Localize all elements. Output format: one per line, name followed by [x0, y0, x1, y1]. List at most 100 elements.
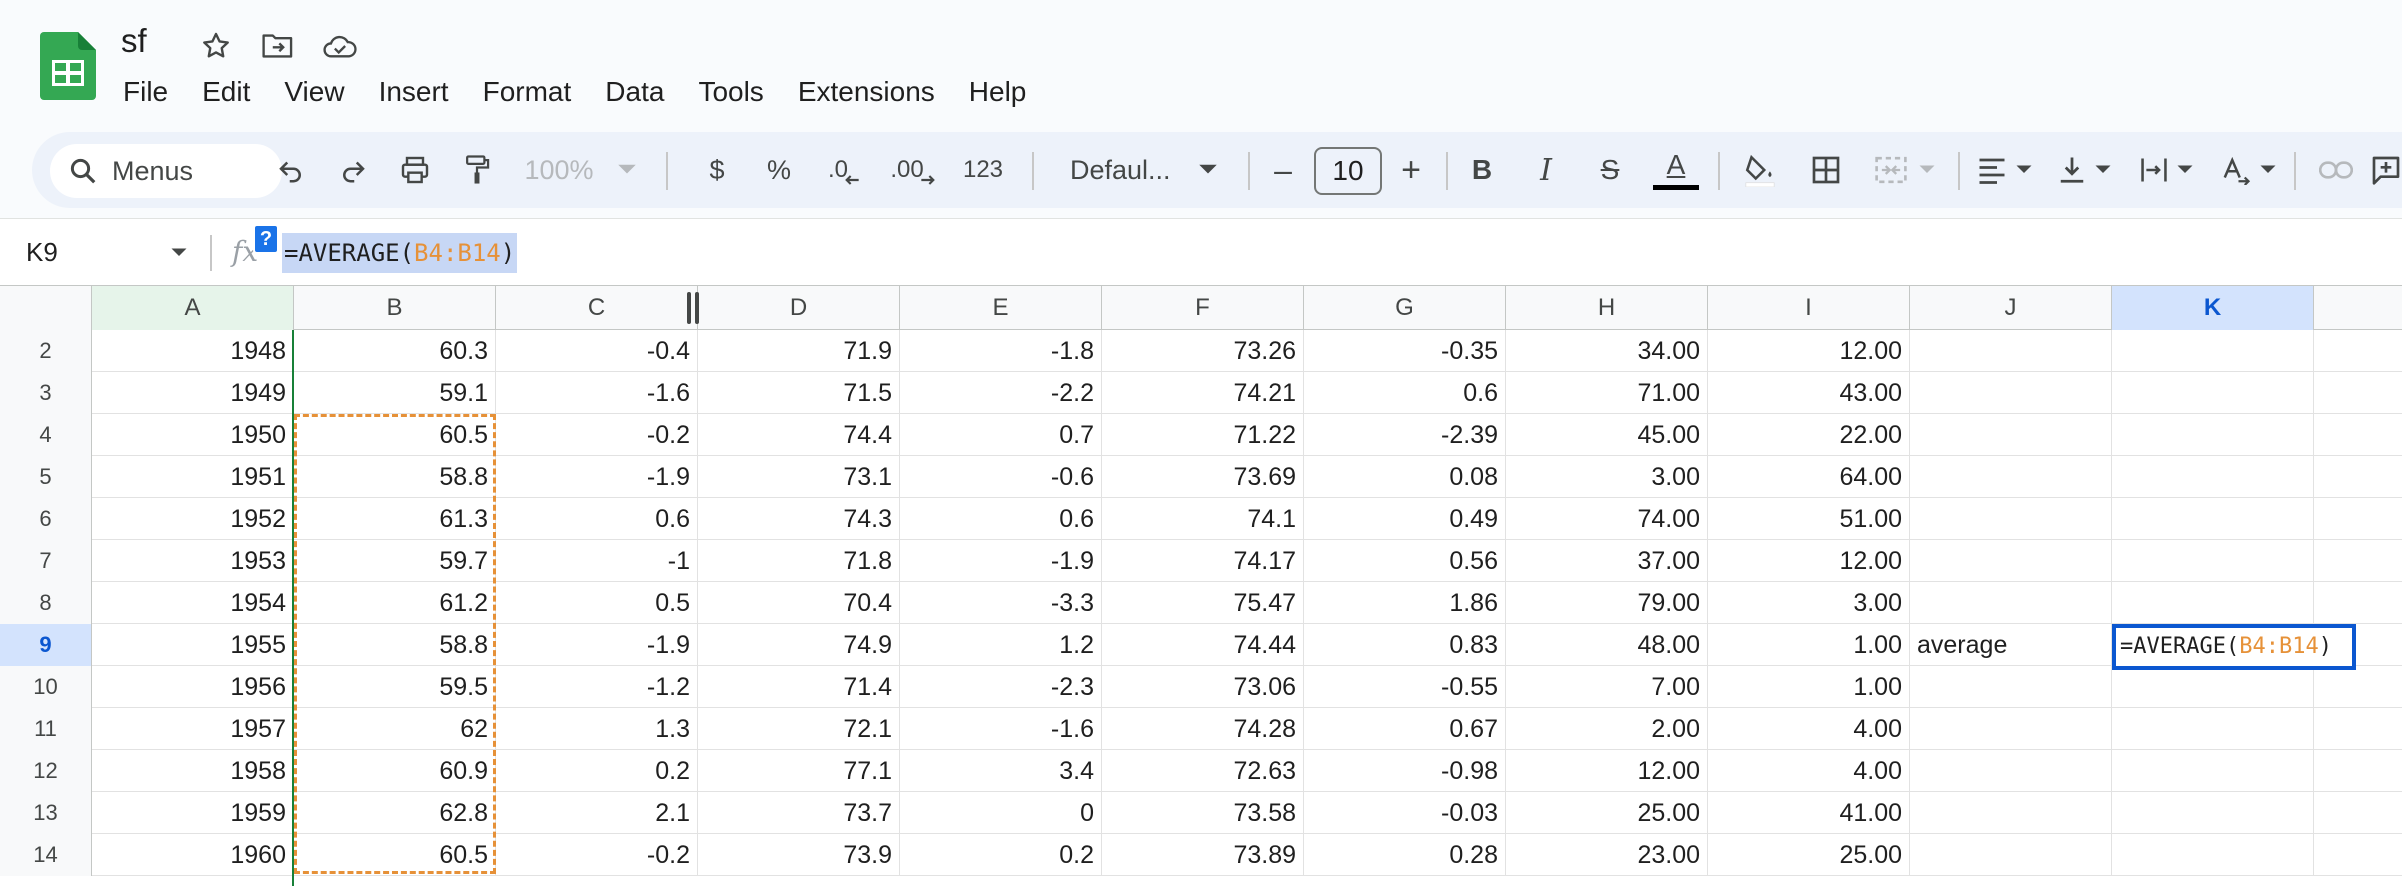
row-header-4[interactable]: 4	[0, 414, 92, 456]
select-all-corner[interactable]	[0, 286, 92, 330]
cell-b3[interactable]: 59.1	[294, 372, 496, 414]
cell-g13[interactable]: -0.03	[1304, 792, 1506, 834]
row-header-2[interactable]: 2	[0, 330, 92, 372]
cell-d11[interactable]: 72.1	[698, 708, 900, 750]
cell-c8[interactable]: 0.5	[496, 582, 698, 624]
cell-d12[interactable]: 77.1	[698, 750, 900, 792]
cell-editor-text[interactable]: =AVERAGE(B4:B14)	[2116, 628, 2352, 666]
cell-j13[interactable]	[1910, 792, 2112, 834]
menu-help[interactable]: Help	[968, 76, 1027, 107]
cell-d7[interactable]: 71.8	[698, 540, 900, 582]
menu-file[interactable]: File	[123, 76, 169, 107]
cell-b9[interactable]: 58.8	[294, 624, 496, 666]
cell-g2[interactable]: -0.35	[1304, 330, 1506, 372]
cell-c13[interactable]: 2.1	[496, 792, 698, 834]
cell-j11[interactable]	[1910, 708, 2112, 750]
font-family-select[interactable]: Defaul...	[1042, 132, 1232, 208]
cell-b2[interactable]: 60.3	[294, 330, 496, 372]
column-header-overflow[interactable]	[2314, 286, 2402, 330]
cell-i14[interactable]: 25.00	[1708, 834, 1910, 876]
row-header-3[interactable]: 3	[0, 372, 92, 414]
cell-k8[interactable]	[2112, 582, 2314, 624]
cell-h7[interactable]: 37.00	[1506, 540, 1708, 582]
borders-button[interactable]	[1798, 132, 1854, 208]
menu-tools[interactable]: Tools	[698, 76, 764, 107]
column-header-i[interactable]: I	[1708, 286, 1910, 330]
cell-c2[interactable]: -0.4	[496, 330, 698, 372]
cell-f9[interactable]: 74.44	[1102, 624, 1304, 666]
text-rotation-button[interactable]	[2212, 132, 2286, 208]
cell-a13[interactable]: 1959	[92, 792, 294, 834]
sheets-logo-icon[interactable]	[40, 32, 96, 100]
cell-k3[interactable]	[2112, 372, 2314, 414]
menu-format[interactable]: Format	[482, 76, 572, 107]
row-header-14[interactable]: 14	[0, 834, 92, 876]
menu-extensions[interactable]: Extensions	[797, 76, 935, 107]
cell-c11[interactable]: 1.3	[496, 708, 698, 750]
cell-e2[interactable]: -1.8	[900, 330, 1102, 372]
column-resize-handle[interactable]	[686, 290, 700, 326]
zoom-select[interactable]: 100%	[516, 132, 646, 208]
cell-j9[interactable]: average	[1910, 624, 2112, 666]
cell-j10[interactable]	[1910, 666, 2112, 708]
row-header-7[interactable]: 7	[0, 540, 92, 582]
cell-h6[interactable]: 74.00	[1506, 498, 1708, 540]
cell-d10[interactable]: 71.4	[698, 666, 900, 708]
row-header-12[interactable]: 12	[0, 750, 92, 792]
menu-edit[interactable]: Edit	[202, 76, 251, 107]
cell-c14[interactable]: -0.2	[496, 834, 698, 876]
cloud-saved-icon[interactable]	[320, 26, 360, 66]
cell-d5[interactable]: 73.1	[698, 456, 900, 498]
cell-a11[interactable]: 1957	[92, 708, 294, 750]
cell-k14[interactable]	[2112, 834, 2314, 876]
horizontal-align-button[interactable]	[1968, 132, 2042, 208]
currency-format-button[interactable]: $	[692, 132, 742, 208]
cell-b11[interactable]: 62	[294, 708, 496, 750]
menu-data[interactable]: Data	[605, 76, 665, 107]
cell-a8[interactable]: 1954	[92, 582, 294, 624]
cell-e4[interactable]: 0.7	[900, 414, 1102, 456]
percent-format-button[interactable]: %	[754, 132, 804, 208]
cell-b10[interactable]: 59.5	[294, 666, 496, 708]
cell-g9[interactable]: 0.83	[1304, 624, 1506, 666]
cell-e13[interactable]: 0	[900, 792, 1102, 834]
paint-format-button[interactable]	[452, 132, 502, 208]
cell-d2[interactable]: 71.9	[698, 330, 900, 372]
cell-j5[interactable]	[1910, 456, 2112, 498]
column-header-e[interactable]: E	[900, 286, 1102, 330]
cell-i2[interactable]: 12.00	[1708, 330, 1910, 372]
cell-f6[interactable]: 74.1	[1102, 498, 1304, 540]
cell-k11[interactable]	[2112, 708, 2314, 750]
cell-d9[interactable]: 74.9	[698, 624, 900, 666]
cell-g8[interactable]: 1.86	[1304, 582, 1506, 624]
more-formats-button[interactable]: 123	[950, 132, 1016, 208]
cell-a9[interactable]: 1955	[92, 624, 294, 666]
cell-h2[interactable]: 34.00	[1506, 330, 1708, 372]
fill-color-button[interactable]	[1732, 132, 1788, 208]
cell-h10[interactable]: 7.00	[1506, 666, 1708, 708]
cell-b12[interactable]: 60.9	[294, 750, 496, 792]
cell-d6[interactable]: 74.3	[698, 498, 900, 540]
star-icon[interactable]	[196, 26, 236, 66]
cell-h12[interactable]: 12.00	[1506, 750, 1708, 792]
row-header-5[interactable]: 5	[0, 456, 92, 498]
cell-f12[interactable]: 72.63	[1102, 750, 1304, 792]
cell-f3[interactable]: 74.21	[1102, 372, 1304, 414]
name-box[interactable]: K9	[26, 237, 58, 267]
cell-f10[interactable]: 73.06	[1102, 666, 1304, 708]
cell-a10[interactable]: 1956	[92, 666, 294, 708]
cell-g4[interactable]: -2.39	[1304, 414, 1506, 456]
cell-g6[interactable]: 0.49	[1304, 498, 1506, 540]
row-header-8[interactable]: 8	[0, 582, 92, 624]
cell-a7[interactable]: 1953	[92, 540, 294, 582]
cell-i13[interactable]: 41.00	[1708, 792, 1910, 834]
cell-d4[interactable]: 74.4	[698, 414, 900, 456]
cell-a6[interactable]: 1952	[92, 498, 294, 540]
cell-h14[interactable]: 23.00	[1506, 834, 1708, 876]
cell-b5[interactable]: 58.8	[294, 456, 496, 498]
cell-j2[interactable]	[1910, 330, 2112, 372]
cell-c6[interactable]: 0.6	[496, 498, 698, 540]
cell-f13[interactable]: 73.58	[1102, 792, 1304, 834]
cell-h11[interactable]: 2.00	[1506, 708, 1708, 750]
cell-j6[interactable]	[1910, 498, 2112, 540]
